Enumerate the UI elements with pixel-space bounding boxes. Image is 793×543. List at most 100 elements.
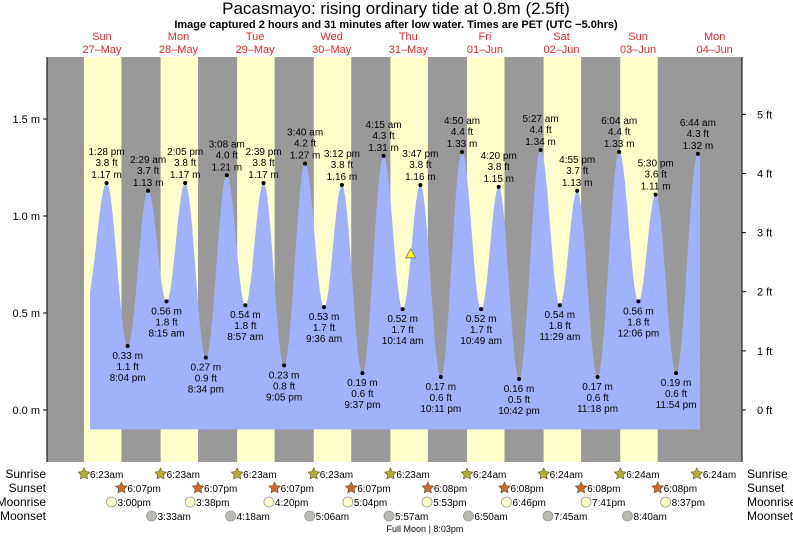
day-label: Fri xyxy=(478,31,491,43)
tide-ft-label: 4.2 ft xyxy=(294,139,316,150)
day-label: Tue xyxy=(246,31,265,43)
tide-m-label: 1.17 m xyxy=(91,170,122,181)
sunset-icon xyxy=(498,481,511,494)
chart-subtitle: Image captured 2 hours and 31 minutes af… xyxy=(174,19,618,31)
high-tide-point xyxy=(460,149,465,154)
high-tide-point xyxy=(617,149,622,154)
high-tide-point xyxy=(224,173,229,178)
sunset-time: 6:07pm xyxy=(204,484,237,495)
high-tide-point xyxy=(104,181,109,186)
low-tide-point xyxy=(400,307,405,312)
high-tide-point xyxy=(183,181,188,186)
low-tide-point xyxy=(636,299,641,304)
right-axis-tick-label: 0 ft xyxy=(757,405,772,417)
tide-time-label: 12:06 pm xyxy=(618,328,660,339)
tide-m-label: 0.17 m xyxy=(582,382,613,393)
current-tide-marker-icon xyxy=(405,247,417,259)
tide-time-label: 8:04 pm xyxy=(110,373,146,384)
high-tide-point xyxy=(653,192,658,197)
moonrise-time: 5:53pm xyxy=(433,498,466,509)
sunset-icon xyxy=(344,481,358,494)
sunset-time: 6:07pm xyxy=(281,484,314,495)
tide-m-label: 1.13 m xyxy=(133,178,164,189)
tide-time-label: 3:08 am xyxy=(209,139,245,150)
tide-time-label: 2:39 pm xyxy=(245,147,281,158)
low-tide-point xyxy=(595,375,600,380)
tide-ft-label: 1.7 ft xyxy=(470,325,492,336)
high-tide-point xyxy=(303,161,308,166)
moonset-icon xyxy=(622,510,633,522)
low-tide-point xyxy=(674,371,679,376)
tide-m-label: 1.15 m xyxy=(483,174,514,185)
tide-m-label: 0.16 m xyxy=(504,384,535,395)
tide-m-label: 1.27 m xyxy=(290,151,321,162)
sunrise-icon xyxy=(613,467,627,480)
moonset-row-label: Moonset xyxy=(0,509,47,523)
tide-ft-label: 4.4 ft xyxy=(451,127,473,138)
tide-m-label: 1.32 m xyxy=(683,141,714,152)
date-label: 29–May xyxy=(236,44,276,56)
tide-ft-label: 3.8 ft xyxy=(409,160,431,171)
tide-ft-label: 0.9 ft xyxy=(195,374,217,385)
tide-m-label: 0.54 m xyxy=(545,310,576,321)
tide-time-label: 5:30 pm xyxy=(638,159,674,170)
sunset-row-label: Sunset xyxy=(9,481,47,495)
left-axis-tick-label: 0.5 m xyxy=(12,308,40,320)
tide-time-label: 1:28 pm xyxy=(89,147,125,158)
tide-ft-label: 3.8 ft xyxy=(252,158,274,169)
moonrise-time: 4:20pm xyxy=(275,498,308,509)
low-tide-point xyxy=(438,375,443,380)
tide-time-label: 9:05 pm xyxy=(266,392,302,403)
tide-m-label: 1.21 m xyxy=(212,162,243,173)
sunrise-time: 6:24am xyxy=(550,470,583,481)
moonset-time: 5:06am xyxy=(316,512,349,523)
tide-m-label: 1.34 m xyxy=(525,137,556,148)
tide-ft-label: 3.8 ft xyxy=(331,160,353,171)
tide-area xyxy=(90,150,701,430)
sunrise-icon xyxy=(230,467,244,480)
tide-ft-label: 4.4 ft xyxy=(608,127,630,138)
high-tide-point xyxy=(575,188,580,193)
moonset-time: 3:33am xyxy=(158,512,191,523)
tide-ft-label: 4.4 ft xyxy=(529,125,551,136)
tide-time-label: 8:34 pm xyxy=(188,385,224,396)
sunrise-icon xyxy=(307,467,321,480)
date-label: 04–Jun xyxy=(697,44,733,56)
tide-time-label: 3:12 pm xyxy=(324,149,360,160)
tide-ft-label: 1.7 ft xyxy=(392,325,414,336)
low-tide-point xyxy=(164,299,169,304)
moonrise-icon xyxy=(106,496,117,508)
moonset-time: 5:57am xyxy=(395,512,428,523)
tide-time-label: 10:11 pm xyxy=(420,404,461,415)
day-label: Sat xyxy=(553,31,570,43)
high-tide-point xyxy=(381,153,386,158)
tide-m-label: 0.19 m xyxy=(347,378,378,389)
moonset-icon xyxy=(542,510,554,522)
left-axis-tick-label: 0.0 m xyxy=(12,405,40,417)
moonset-time: 7:45am xyxy=(554,512,587,523)
date-label: 03–Jun xyxy=(620,44,656,56)
tide-ft-label: 0.6 ft xyxy=(586,393,608,404)
sunset-icon xyxy=(421,481,435,494)
sunrise-icon xyxy=(383,467,397,480)
tide-time-label: 4:55 pm xyxy=(559,155,595,166)
tide-time-label: 6:04 am xyxy=(601,116,637,127)
moonrise-icon xyxy=(342,496,354,508)
tide-m-label: 0.17 m xyxy=(426,382,457,393)
moon-phase-label: Full Moon | 8:03pm xyxy=(387,524,464,534)
sunrise-time: 6:23am xyxy=(90,470,123,481)
tide-m-label: 1.11 m xyxy=(641,182,671,193)
low-tide-point xyxy=(479,307,484,312)
tide-m-label: 1.17 m xyxy=(248,170,279,181)
tide-m-label: 1.33 m xyxy=(604,139,635,150)
low-tide-point xyxy=(360,371,365,376)
date-label: 27–May xyxy=(82,44,122,56)
moonrise-icon xyxy=(501,496,512,508)
tide-m-label: 1.16 m xyxy=(327,172,358,183)
tide-time-label: 11:29 am xyxy=(539,332,580,343)
right-axis-tick-label: 3 ft xyxy=(757,228,772,240)
moonset-time: 8:40am xyxy=(633,512,666,523)
tide-m-label: 0.53 m xyxy=(309,312,340,323)
low-tide-point xyxy=(243,303,248,308)
sunset-time: 6:08pm xyxy=(434,484,467,495)
